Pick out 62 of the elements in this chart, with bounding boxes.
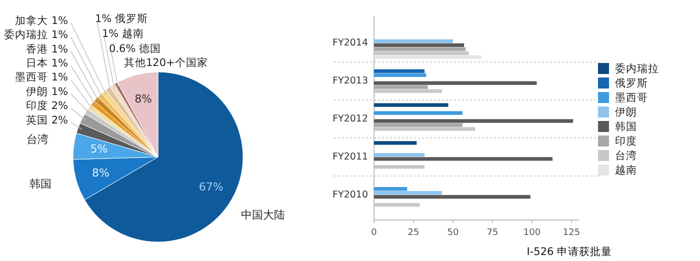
data-label: 8% (134, 92, 152, 106)
bar (374, 141, 417, 145)
x-tick-label: 0 (371, 228, 378, 238)
bar (374, 202, 420, 207)
bar (374, 69, 425, 73)
x-tick-label: 50 (447, 228, 459, 238)
bar (374, 165, 425, 169)
slice-label: 香港 1% (26, 42, 68, 56)
slice-label: 英国 2% (26, 113, 68, 126)
slice-label: 台湾 (26, 132, 48, 146)
x-tick-label: 25 (408, 228, 420, 238)
slice-label: 1% 越南 (102, 26, 144, 40)
slice-label: 韩国 (30, 177, 52, 190)
x-tick-label: 125 (562, 228, 580, 238)
bar (374, 191, 442, 195)
bar (374, 123, 462, 127)
legend-label: 伊朗 (615, 105, 637, 118)
bar (374, 81, 537, 85)
legend-label: 越南 (615, 163, 637, 176)
x-axis-title: I-526 申请获批量 (526, 245, 612, 258)
data-label: 5% (90, 142, 108, 156)
legend-label: 墨西哥 (615, 92, 648, 104)
x-tick-label: 75 (486, 228, 498, 238)
slice-label: 印度 2% (26, 99, 68, 112)
legend-label: 印度 (615, 134, 637, 148)
bar (374, 43, 464, 47)
slice-label: 墨西哥 1% (15, 72, 68, 84)
bar (374, 89, 442, 93)
y-tick-label: FY2013 (332, 76, 368, 87)
legend-label: 台湾 (615, 148, 637, 162)
bar (374, 119, 574, 123)
bar (374, 153, 425, 157)
slice-label: 伊朗 1% (26, 84, 68, 98)
slice-label: 1% 俄罗斯 (95, 12, 148, 25)
slice-label: 0.6% 德国 (109, 42, 162, 55)
slice-label: 加拿大 1% (15, 14, 68, 27)
x-tick-label: 100 (523, 228, 541, 238)
y-tick-label: FY2014 (332, 38, 368, 49)
legend-label: 俄罗斯 (615, 76, 648, 90)
y-tick-label: FY2010 (332, 189, 368, 200)
bar (374, 111, 462, 115)
legend-label: 韩国 (615, 120, 637, 133)
bar (374, 157, 553, 161)
bar (374, 187, 408, 191)
bar (374, 127, 476, 131)
data-label: 8% (92, 166, 110, 180)
slice-label: 中国大陆 (241, 208, 286, 222)
bar (374, 103, 448, 107)
slice-label: 其他120+个国家 (124, 56, 208, 69)
data-label: 67% (198, 180, 224, 194)
bar (374, 51, 469, 55)
bar (374, 73, 426, 77)
bar (374, 55, 482, 59)
bar (374, 47, 466, 51)
legend-label: 委内瑞拉 (615, 62, 659, 75)
bar (374, 39, 453, 43)
bar (374, 85, 428, 89)
y-tick-label: FY2011 (332, 152, 368, 163)
slice-label: 日本 1% (26, 56, 68, 70)
y-tick-label: FY2012 (332, 114, 368, 125)
slice-label: 委内瑞拉 1% (4, 28, 68, 42)
bar (374, 195, 530, 199)
